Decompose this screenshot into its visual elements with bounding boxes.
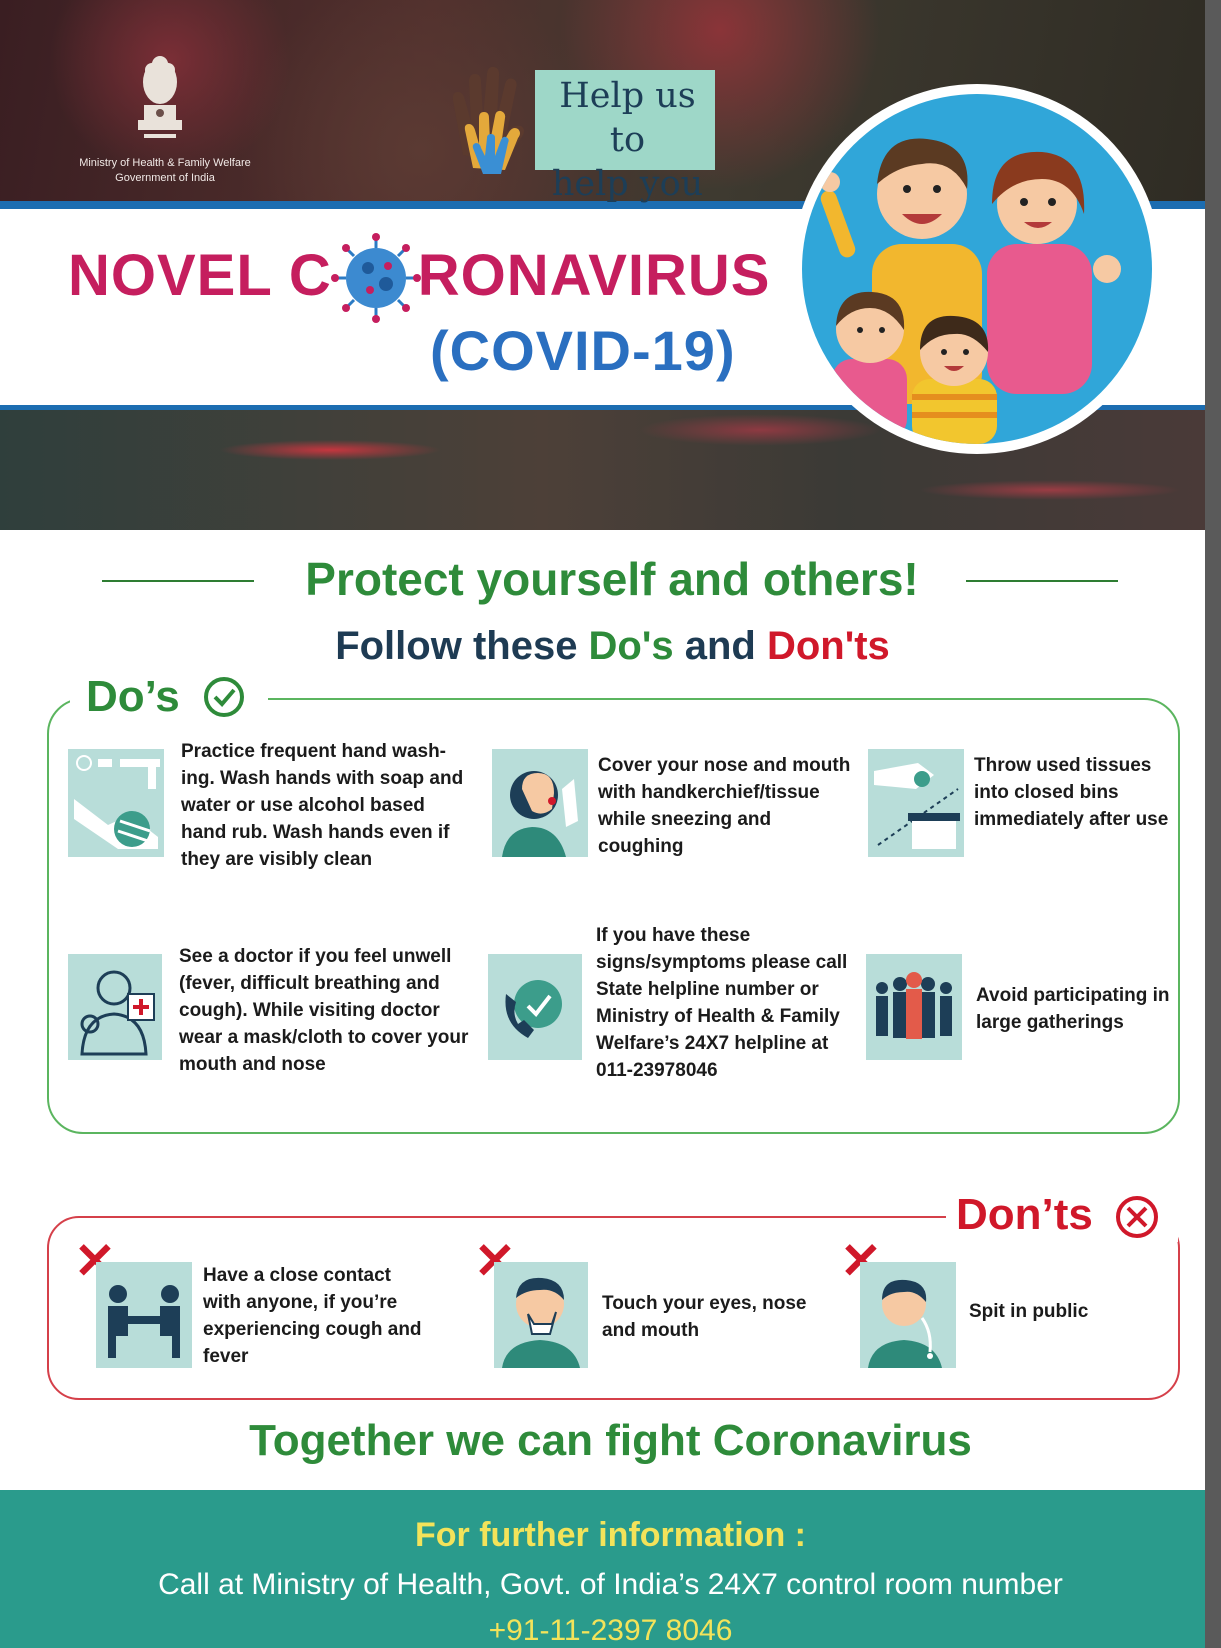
- follow-and: and: [673, 624, 767, 668]
- heading-rule-right: [966, 580, 1118, 582]
- government-name: Government of India: [115, 172, 215, 184]
- national-emblem-icon: [138, 56, 182, 138]
- band-border-top: [0, 201, 1205, 209]
- dos-item-5-text: If you have these signs/symptoms please …: [596, 925, 848, 1081]
- footer-band: [0, 1490, 1205, 1648]
- dos-item-6-text: Avoid participating in large gatherings: [976, 985, 1170, 1033]
- title-novel-coronavirus: NOVEL C RONAVIRUS: [68, 242, 771, 309]
- tissue-bin-icon: [868, 749, 964, 857]
- check-circle-icon: [204, 677, 244, 717]
- crowd-icon: [866, 954, 962, 1060]
- family-icon: [820, 138, 1121, 444]
- coronavirus-icon: [331, 233, 421, 323]
- follow-prefix: Follow these: [335, 624, 589, 668]
- follow-donts: Don'ts: [766, 624, 890, 668]
- dos-title: Do’s: [86, 672, 180, 721]
- band-border-bottom: [0, 405, 1205, 414]
- help-line-1: Help us to: [559, 76, 696, 160]
- dos-item-4-text: See a doctor if you feel unwell (fever, …: [179, 946, 469, 1075]
- protect-heading: Protect yourself and others!: [305, 553, 919, 605]
- touch-face-icon: [494, 1262, 588, 1368]
- dos-item-2-text: Cover your nose and mouth with handkerch…: [598, 755, 851, 857]
- family-illustration: [802, 94, 1152, 444]
- title-novel-c: NOVEL C: [68, 243, 332, 308]
- title-ronavirus: RONAVIRUS: [417, 243, 771, 308]
- donts-item-3-text: Spit in public: [969, 1301, 1089, 1322]
- sneeze-cover-icon: [492, 749, 588, 857]
- donts-title: Don’ts: [956, 1190, 1093, 1239]
- together-slogan: Together we can fight Coronavirus: [249, 1416, 972, 1465]
- doctor-icon: [68, 954, 162, 1060]
- follow-heading: Follow these Do's and Don'ts: [260, 624, 965, 669]
- help-line-2: help you: [551, 164, 704, 204]
- dos-item-1-text: Practice frequent hand wash- ing. Wash h…: [181, 741, 464, 870]
- donts-item-1-text: Have a close contact with anyone, if you…: [203, 1265, 422, 1367]
- footer-title: For further information :: [415, 1516, 806, 1554]
- dos-item-3-text: Throw used tissues into closed bins imme…: [974, 755, 1169, 830]
- donts-panel: [47, 1216, 1180, 1400]
- spit-icon: [860, 1262, 956, 1368]
- follow-dos: Do's: [588, 624, 674, 668]
- heading-rule-left: [102, 580, 254, 582]
- phone-helpline-icon: [488, 954, 582, 1060]
- donts-item-2-text: Touch your eyes, nose and mouth: [602, 1293, 807, 1341]
- title-covid-19: (COVID-19): [430, 319, 736, 382]
- helping-hands-icon: [452, 66, 524, 174]
- cross-circle-icon: [1116, 1196, 1158, 1238]
- footer-control-room-text: Call at Ministry of Health, Govt. of Ind…: [158, 1568, 1063, 1601]
- scrollbar[interactable]: [1205, 0, 1221, 1648]
- help-us-text: Help us to help you: [540, 74, 715, 206]
- footer-phone-number: +91-11-2397 8046: [488, 1614, 733, 1647]
- hand-wash-icon: [68, 749, 164, 857]
- dos-panel: [47, 698, 1180, 1134]
- ministry-name: Ministry of Health & Family Welfare: [79, 157, 251, 169]
- close-contact-icon: [96, 1262, 192, 1368]
- help-us-badge: [535, 70, 715, 170]
